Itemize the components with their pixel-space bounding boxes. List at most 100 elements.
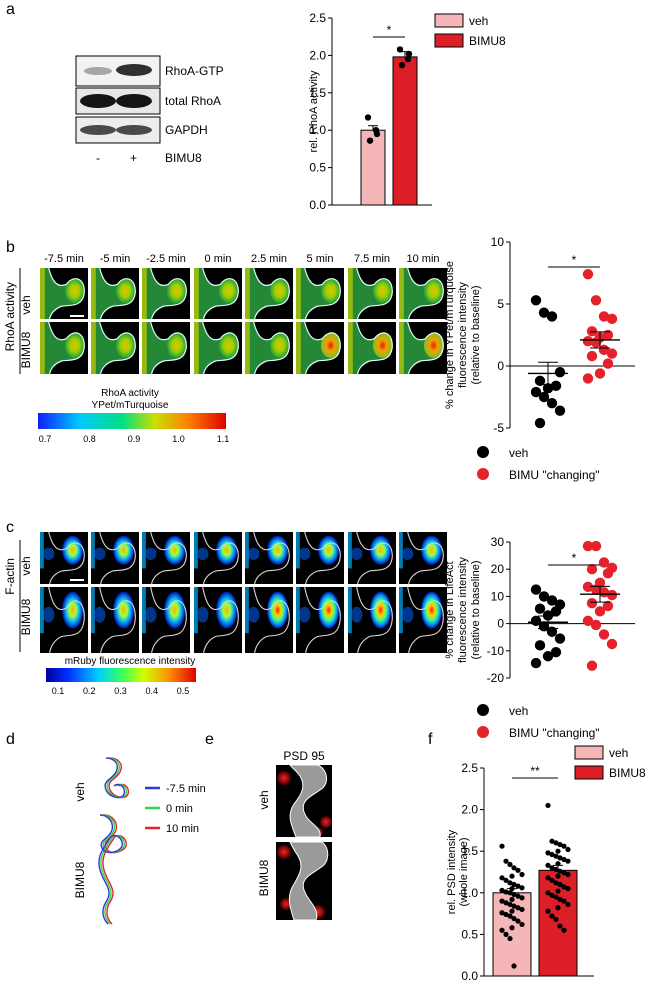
colorbar-b <box>38 413 226 429</box>
data-point <box>499 875 505 881</box>
data-point <box>598 344 610 356</box>
data-point <box>561 884 567 890</box>
data-point <box>515 893 521 899</box>
data-point <box>555 905 561 911</box>
spine-head <box>370 591 392 629</box>
outline-blue <box>104 757 126 799</box>
actin-signal <box>196 606 209 623</box>
chart-a: 0.0 0.5 1.0 1.5 2.0 2.5 * veh BIMU8 rel. RhoA act… <box>308 11 506 212</box>
data-point <box>530 584 542 595</box>
legend-label: BIMU "changing" <box>509 726 600 740</box>
data-point <box>586 660 598 671</box>
puncta <box>277 845 291 859</box>
data-point <box>509 873 515 879</box>
actin-signal <box>350 547 363 561</box>
dendrite-shaft <box>296 532 300 569</box>
data-point <box>554 367 566 378</box>
data-point <box>582 615 594 627</box>
data-point <box>364 114 372 121</box>
timepoint-label: -2.5 min <box>146 253 186 265</box>
data-point <box>602 600 614 612</box>
actin-image-grid <box>40 531 447 654</box>
actin-signal <box>350 606 363 623</box>
data-point <box>503 900 509 906</box>
data-point <box>598 311 610 322</box>
data-point <box>561 898 567 904</box>
data-point <box>606 589 618 601</box>
data-point <box>515 883 521 889</box>
band <box>84 67 112 75</box>
colorbar-c-ticks: 0.1 0.2 0.3 0.4 0.5 <box>52 686 190 696</box>
y-tick-label: 0.0 <box>461 969 478 983</box>
spine-outline <box>407 321 444 375</box>
row-label-veh-c: veh <box>19 556 33 575</box>
spine-outline <box>304 321 341 375</box>
chart-b: -5 0 5 10 veh BIMU "changing" * % change in YPe… <box>444 235 635 482</box>
data-point <box>594 368 606 379</box>
y-axis-label: fluorescence intensity <box>457 557 469 663</box>
outline-red <box>102 814 127 925</box>
blot-label-total-rhoa: total RhoA <box>165 94 221 108</box>
data-point <box>499 843 505 849</box>
data-point <box>405 50 413 58</box>
spine-outline <box>99 586 136 654</box>
dendrite-shaft <box>399 268 404 319</box>
data-point <box>511 865 517 871</box>
spine-head <box>62 535 84 565</box>
legend-swatch <box>434 13 464 28</box>
actin-signal <box>247 547 260 561</box>
spine-outline <box>150 321 187 375</box>
spine-head <box>218 278 239 304</box>
data-point <box>553 840 559 846</box>
actin-signal <box>42 606 55 623</box>
band <box>116 94 152 108</box>
colorbar-tick-label: 0.4 <box>145 686 158 696</box>
spine-head <box>320 332 341 358</box>
spine-head <box>318 535 340 565</box>
western-blot: RhoA-GTP total RhoA GAPDH - + BIMU8 <box>75 55 224 165</box>
spine-head <box>267 535 289 565</box>
legend-label: veh <box>609 746 628 760</box>
fret-image-grid <box>40 267 447 375</box>
dendrite-shaft <box>348 532 352 569</box>
data-point <box>366 137 374 144</box>
spine-head <box>218 332 239 358</box>
spine-outline <box>253 531 290 585</box>
data-point <box>565 846 571 853</box>
dendrite-shaft <box>296 268 301 319</box>
data-point <box>598 557 610 568</box>
data-point <box>499 898 505 904</box>
data-point <box>511 891 517 898</box>
bar-veh <box>360 129 386 206</box>
data-point <box>561 870 567 876</box>
bar-bimu8 <box>538 869 578 977</box>
y-tick-label: 10 <box>491 589 505 603</box>
data-point <box>503 889 509 895</box>
data-point <box>509 886 515 892</box>
data-point <box>557 881 563 888</box>
y-tick-label: 2.5 <box>309 11 326 25</box>
data-point <box>565 886 571 892</box>
colorbar-b-title: RhoA activity <box>101 388 159 399</box>
data-point <box>519 885 525 891</box>
data-point <box>586 564 598 575</box>
band <box>80 125 116 135</box>
data-point <box>565 901 571 908</box>
band <box>116 125 152 135</box>
dendrite-shaft <box>245 322 250 374</box>
actin-signal <box>144 547 157 561</box>
dendrite-shaft <box>348 268 353 319</box>
data-point <box>499 927 505 933</box>
spine-head <box>113 591 135 629</box>
data-point <box>606 638 618 650</box>
data-point <box>553 894 559 900</box>
dendrite-shaft <box>245 587 249 634</box>
panel-label-c: c <box>6 519 14 536</box>
spine-outline <box>99 321 136 375</box>
legend-marker <box>477 446 489 458</box>
spine-head <box>115 332 136 358</box>
data-point <box>565 858 571 864</box>
data-point <box>507 890 513 896</box>
data-point <box>546 311 558 322</box>
legend-label: BIMU "changing" <box>509 468 600 482</box>
